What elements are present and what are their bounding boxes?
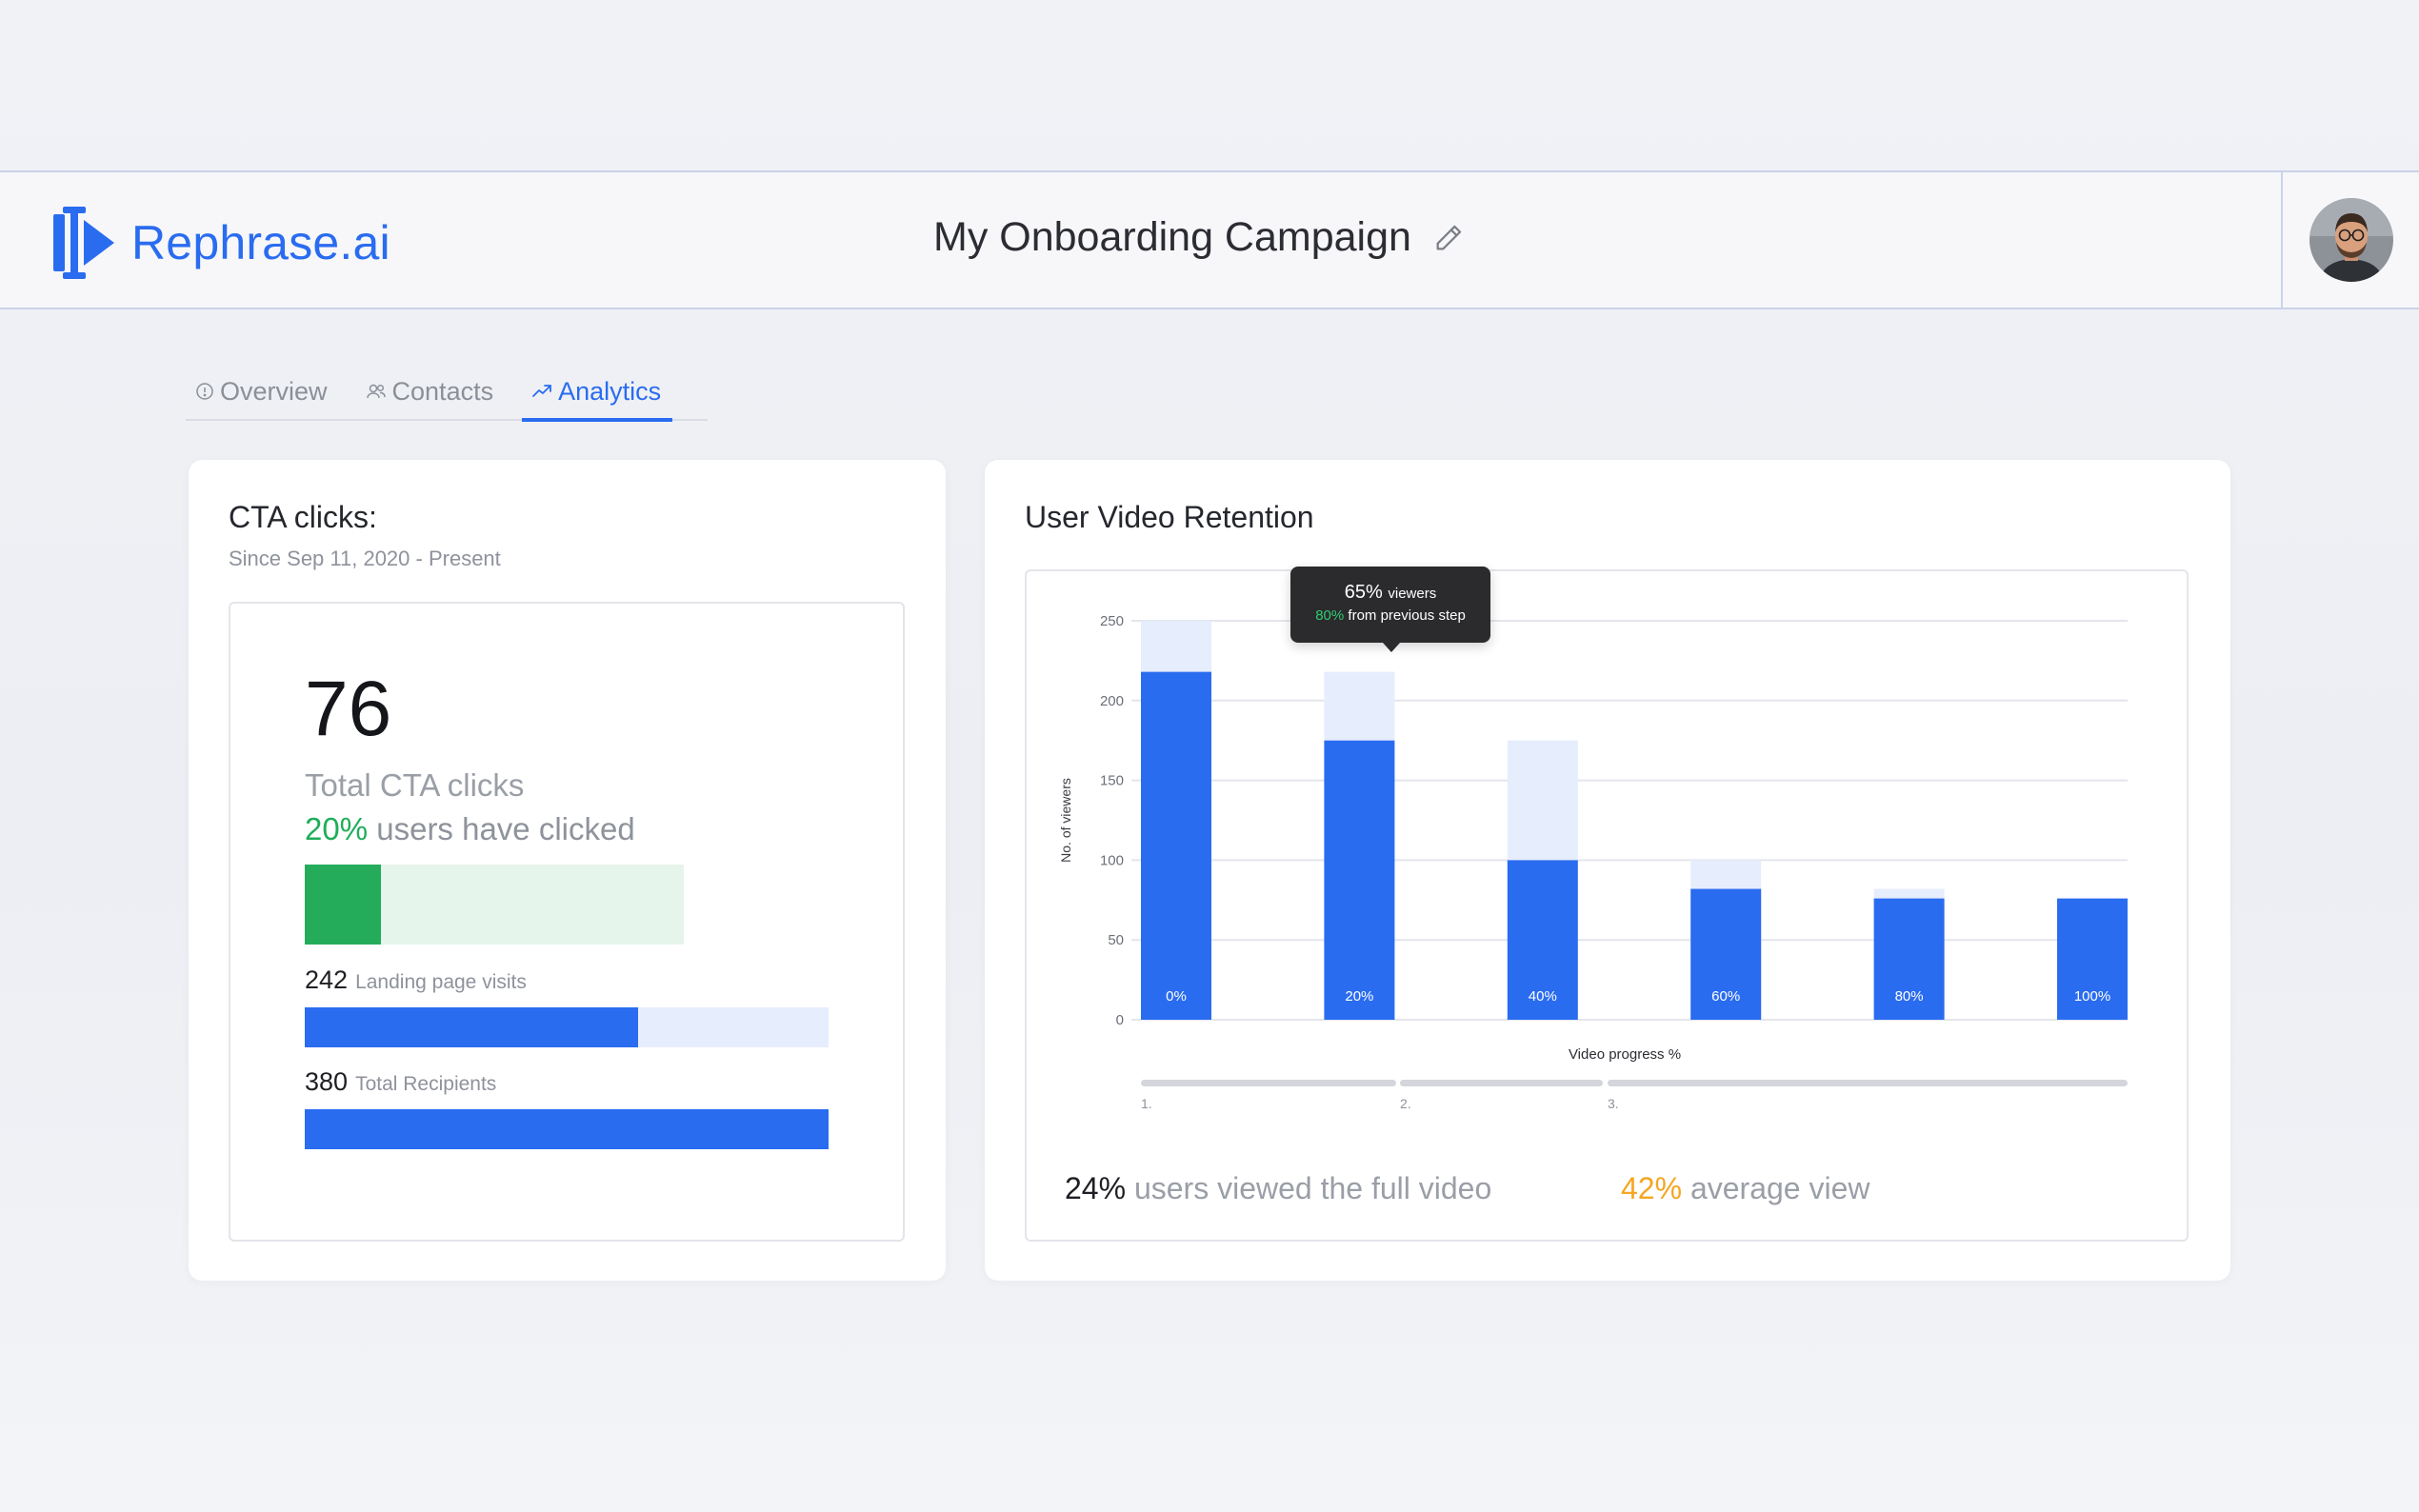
x-axis-label: Video progress % [1569, 1046, 1681, 1063]
y-tick-label: 0 [1116, 1012, 1124, 1028]
full-video-label: users viewed the full video [1133, 1171, 1492, 1205]
full-video-summary: 24% users viewed the full video [1065, 1171, 1491, 1206]
retention-bar-chart: 0 50 100 150 200 250 No. of viewers 0% 20% 40% 60%… [1058, 613, 2128, 1111]
cta-click-progress-fill [305, 865, 381, 945]
tab-overview[interactable]: Overview [186, 364, 339, 419]
info-icon [196, 383, 213, 400]
cta-click-progress [305, 865, 684, 945]
tooltip-step: 80% from previous step [1290, 607, 1490, 624]
landing-visits-bar-fill [305, 1007, 639, 1047]
y-axis-label: No. of viewers [1058, 778, 1073, 863]
y-tick-label: 250 [1100, 613, 1124, 629]
bar-category-label: 20% [1345, 988, 1373, 1005]
cta-clicked-label: users have clicked [376, 811, 635, 846]
campaign-tabs: Overview Contacts Analytics [186, 364, 708, 422]
recipients-bar [305, 1109, 829, 1149]
tooltip-step-label: from previous step [1348, 607, 1466, 624]
cta-total-value: 76 [305, 666, 392, 752]
app-header: Rephrase.ai My Onboarding Campaign [0, 170, 2419, 309]
tooltip-viewers-label: viewers [1388, 586, 1437, 602]
user-menu[interactable] [2281, 172, 2419, 308]
recipients-stat: 380 Total Recipients [305, 1067, 496, 1097]
brand-name: Rephrase.ai [131, 216, 390, 269]
cta-clicks-card: CTA clicks: Since Sep 11, 2020 - Present… [189, 460, 946, 1281]
brand-logo[interactable]: Rephrase.ai [50, 207, 390, 279]
bar-viewers [1507, 860, 1578, 1020]
bar-category-label: 100% [2074, 988, 2110, 1005]
cta-clicked-pct: 20% [305, 811, 369, 846]
rephrase-logo-icon [53, 207, 114, 279]
average-view-summary: 42% average view [1621, 1171, 1869, 1206]
landing-visits-label: Landing page visits [355, 971, 527, 993]
bar-viewers [1690, 888, 1762, 1020]
landing-visits-bar [305, 1007, 829, 1047]
retention-card-title: User Video Retention [1025, 500, 1314, 534]
progress-segment [1400, 1080, 1603, 1086]
landing-visits-stat: 242 Landing page visits [305, 965, 527, 995]
tab-contacts[interactable]: Contacts [356, 364, 506, 419]
bar-category-label: 60% [1711, 988, 1740, 1005]
bar-viewers [2057, 898, 2128, 1020]
bar-viewers [1324, 740, 1395, 1020]
y-tick-label: 100 [1100, 852, 1124, 868]
bar-viewers [1141, 671, 1211, 1020]
video-retention-card: User Video Retention 0 50 100 150 200 250 No. … [985, 460, 2230, 1281]
bar-category-label: 0% [1166, 988, 1187, 1005]
users-icon [366, 384, 386, 399]
tab-overview-label: Overview [220, 376, 328, 406]
user-avatar[interactable] [2309, 198, 2393, 282]
campaign-title-text: My Onboarding Campaign [933, 214, 1411, 260]
y-tick-label: 200 [1100, 693, 1124, 709]
recipients-value: 380 [305, 1067, 349, 1096]
bar-viewers [1873, 898, 1945, 1020]
recipients-bar-fill [305, 1109, 829, 1149]
step-label: 3. [1608, 1096, 1619, 1111]
step-label: 1. [1141, 1096, 1152, 1111]
chart-tooltip: 65% viewers 80% from previous step [1290, 567, 1490, 652]
bar-category-label: 80% [1895, 988, 1924, 1005]
cta-clicked-rate: 20% users have clicked [305, 811, 635, 847]
progress-segment [1608, 1080, 2128, 1086]
tab-analytics[interactable]: Analytics [522, 364, 673, 422]
retention-chart-panel: 0 50 100 150 200 250 No. of viewers 0% 20% 40% 60%… [1025, 567, 2189, 1242]
cta-card-title: CTA clicks: [229, 500, 377, 534]
cta-stats-panel: 76 Total CTA clicks 20% users have click… [229, 602, 905, 1242]
recipients-label: Total Recipients [355, 1073, 497, 1095]
cta-date-range: Since Sep 11, 2020 - Present [229, 547, 501, 570]
tab-analytics-label: Analytics [558, 376, 662, 406]
full-video-pct: 24% [1065, 1171, 1127, 1205]
landing-visits-value: 242 [305, 965, 349, 994]
y-tick-label: 50 [1108, 932, 1124, 948]
bar-category-label: 40% [1529, 988, 1557, 1005]
tab-contacts-label: Contacts [391, 376, 494, 406]
average-view-label: average view [1689, 1171, 1870, 1205]
pencil-edit-icon[interactable] [1432, 222, 1465, 254]
cta-total-label: Total CTA clicks [305, 767, 525, 803]
progress-segment [1141, 1080, 1396, 1086]
campaign-title: My Onboarding Campaign [933, 214, 1465, 261]
y-tick-label: 150 [1100, 773, 1124, 789]
step-label: 2. [1400, 1096, 1411, 1111]
tooltip-viewers-pct: 65% [1344, 582, 1383, 603]
tooltip-step-pct: 80% [1315, 607, 1345, 624]
average-view-pct: 42% [1621, 1171, 1683, 1205]
trending-up-icon [532, 385, 551, 397]
tooltip-viewers: 65% viewers [1290, 582, 1490, 604]
